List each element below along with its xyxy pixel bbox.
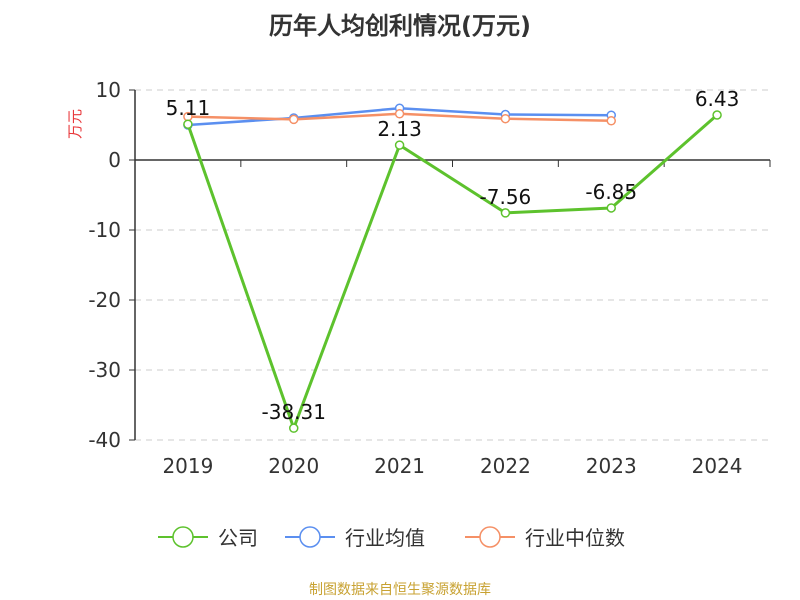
legend-item-1[interactable]: 行业均值 xyxy=(285,526,425,550)
legend-label: 公司 xyxy=(218,526,258,550)
data-point xyxy=(183,119,193,129)
legend-item-2[interactable]: 行业中位数 xyxy=(465,526,625,550)
legend: 公司 行业均值 行业中位数 xyxy=(158,526,625,550)
data-point xyxy=(606,203,616,213)
data-point xyxy=(606,116,616,126)
y-axis-label: 万元 xyxy=(66,109,84,139)
data-source-footer: 制图数据来自恒生聚源数据库 xyxy=(309,582,491,598)
data-point xyxy=(289,423,299,433)
y-tick-label: -10 xyxy=(88,218,121,242)
legend-label: 行业均值 xyxy=(345,526,425,550)
data-point xyxy=(500,208,511,218)
x-tick-label: 2020 xyxy=(268,454,319,478)
y-tick-label: -40 xyxy=(88,428,121,452)
y-tick-label: 10 xyxy=(96,78,121,102)
y-tick-label: 0 xyxy=(108,148,121,172)
x-tick-label: 2024 xyxy=(692,454,743,478)
x-tick-label: 2022 xyxy=(480,454,531,478)
x-tick-label: 2023 xyxy=(586,454,637,478)
series-line-0 xyxy=(186,113,719,430)
x-tick-label: 2019 xyxy=(162,454,213,478)
data-label: -38.31 xyxy=(262,400,326,424)
data-label: 2.13 xyxy=(377,117,422,141)
y-tick-label: -20 xyxy=(88,288,121,312)
legend-marker xyxy=(172,526,194,548)
legend-marker xyxy=(479,526,501,548)
chart-title: 历年人均创利情况(万元) xyxy=(269,12,531,40)
data-point xyxy=(289,114,299,125)
data-label: -6.85 xyxy=(585,180,637,204)
data-label: 5.11 xyxy=(166,96,211,120)
series-layer xyxy=(183,103,722,433)
data-label: 6.43 xyxy=(695,87,740,111)
grid-layer xyxy=(135,89,770,441)
y-tick-label: -30 xyxy=(88,358,121,382)
axis-layer: 10 0 -10 -20 -30 -40 2019 2020 2021 2022 2023 2024 万… xyxy=(66,78,771,478)
x-tick-label: 2021 xyxy=(374,454,425,478)
data-label: -7.56 xyxy=(480,185,532,209)
legend-marker xyxy=(299,526,321,548)
legend-label: 行业中位数 xyxy=(525,526,625,550)
data-point xyxy=(394,140,405,150)
data-point xyxy=(712,110,722,120)
data-point xyxy=(394,109,405,119)
data-point xyxy=(500,113,511,124)
legend-item-0[interactable]: 公司 xyxy=(158,526,258,550)
data-label-layer: 5.11 -38.31 2.13 -7.56 -6.85 6.43 xyxy=(166,87,740,424)
